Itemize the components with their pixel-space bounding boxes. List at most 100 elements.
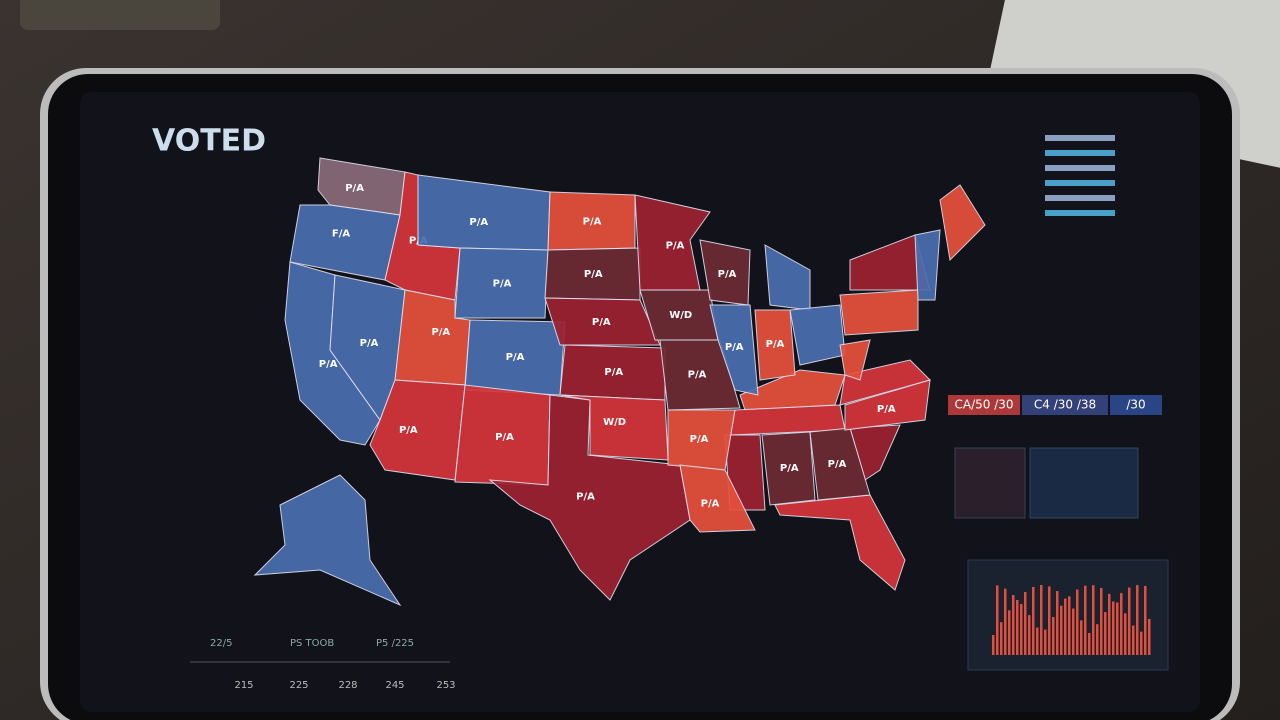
state-shape [809, 427, 871, 501]
state-label: P/A [828, 459, 847, 470]
state-shape [839, 339, 871, 381]
state-shape [253, 474, 402, 607]
state-shape [761, 431, 816, 506]
chart-bar [1024, 592, 1027, 655]
state-shape [544, 297, 661, 346]
info-card [1029, 447, 1139, 519]
chart-bar [1148, 618, 1151, 655]
chart-bar [1060, 605, 1063, 655]
chart-bar [1032, 586, 1035, 655]
chart-bar [1056, 591, 1059, 655]
legend-swatch [1045, 180, 1115, 186]
us-map: P/A F/A P/A P/A P/A P/A P/A P/A P/A P/A P/A P/A P/A P… [253, 157, 986, 607]
chart-bar [1084, 585, 1087, 655]
chart-bar [1004, 588, 1007, 655]
state-shape [774, 494, 906, 591]
state-label: P/A [493, 279, 512, 290]
state-label: P/A [780, 463, 799, 474]
state-label: P/A [766, 339, 785, 350]
state-label: P/A [506, 352, 525, 363]
chart-bar [1016, 600, 1019, 655]
timeline-label: 245 [385, 680, 404, 691]
chart-bar [1120, 593, 1123, 655]
state-label: P/A [690, 434, 709, 445]
state-shape [659, 339, 741, 411]
chart-bar [1100, 587, 1103, 655]
chart-bar [1008, 610, 1011, 655]
footer-tag: PS TOOB [290, 638, 334, 649]
state-label: P/A [399, 425, 418, 436]
legend-swatch [1045, 135, 1115, 141]
state-label: P/A [495, 432, 514, 443]
chart-bar [1000, 622, 1003, 655]
state-shape [939, 184, 986, 262]
state-label: P/A [431, 327, 450, 338]
state-shape [679, 464, 756, 533]
chart-bar [1096, 624, 1099, 655]
dashboard-panels: CA/50 /30 C4 /30 /38/30 22/5 PS TOOB P5 /225… [190, 135, 1169, 691]
state-label: P/A [360, 338, 379, 349]
state-shape [789, 304, 846, 366]
state-label: P/A [701, 498, 720, 509]
timeline-label: 228 [338, 680, 357, 691]
state-shape [914, 229, 941, 301]
chart-bar [1132, 625, 1135, 655]
chart-bar [1028, 615, 1031, 655]
state-label: P/A [319, 359, 338, 370]
legend-swatch [1045, 210, 1115, 216]
timeline-label: 215 [234, 680, 253, 691]
state-label: W/D [669, 310, 692, 321]
chart-bar [1112, 601, 1115, 655]
chart-bar [1140, 631, 1143, 655]
legend-swatch [1045, 195, 1115, 201]
chart-bar [1048, 586, 1051, 655]
chart-bar [1052, 617, 1055, 655]
state-label: P/A [584, 269, 603, 280]
panel-box [948, 395, 1020, 415]
chart-bar [1108, 593, 1111, 655]
panel-box-label: CA/50 /30 [954, 398, 1013, 412]
state-label: P/A [718, 269, 737, 280]
state-shape [844, 379, 931, 431]
state-label: P/A [576, 491, 595, 502]
chart-bar [992, 635, 995, 655]
state-shape [754, 309, 796, 381]
state-shape [634, 194, 711, 291]
chart-bar [1044, 629, 1047, 655]
chart-bar [996, 585, 999, 655]
chart-bar [1088, 632, 1091, 655]
info-card [954, 447, 1026, 519]
chart-bar [1068, 596, 1071, 655]
chart-bar [1092, 585, 1095, 655]
chart-bar [1040, 585, 1043, 655]
chart-bar [1136, 585, 1139, 655]
state-shape [839, 289, 919, 336]
chart-bar [1012, 595, 1015, 655]
chart-bar [1072, 608, 1075, 655]
chart-bar [1064, 598, 1067, 655]
legend-swatch [1045, 165, 1115, 171]
state-label: P/A [592, 317, 611, 328]
state-label: F/A [332, 228, 350, 239]
chart-bar [1128, 587, 1131, 655]
state-label: P/A [877, 404, 896, 415]
state-shape [559, 394, 669, 461]
chart-bar [1080, 620, 1083, 655]
state-label: P/A [583, 216, 602, 227]
notebook [20, 0, 220, 30]
legend-swatch [1045, 150, 1115, 156]
footer-tag: P5 /225 [376, 638, 414, 649]
state-label: P/A [725, 342, 744, 353]
chart-bar [1036, 627, 1039, 655]
chart-bar [1124, 613, 1127, 655]
footer-tag: 22/5 [210, 638, 232, 649]
state-label: P/A [604, 367, 623, 378]
state-label: P/A [469, 217, 488, 228]
state-shape [709, 304, 759, 396]
state-shape [488, 394, 691, 601]
timeline-label: 253 [436, 680, 455, 691]
state-label: P/A [345, 183, 364, 194]
state-label: W/D [603, 417, 626, 428]
